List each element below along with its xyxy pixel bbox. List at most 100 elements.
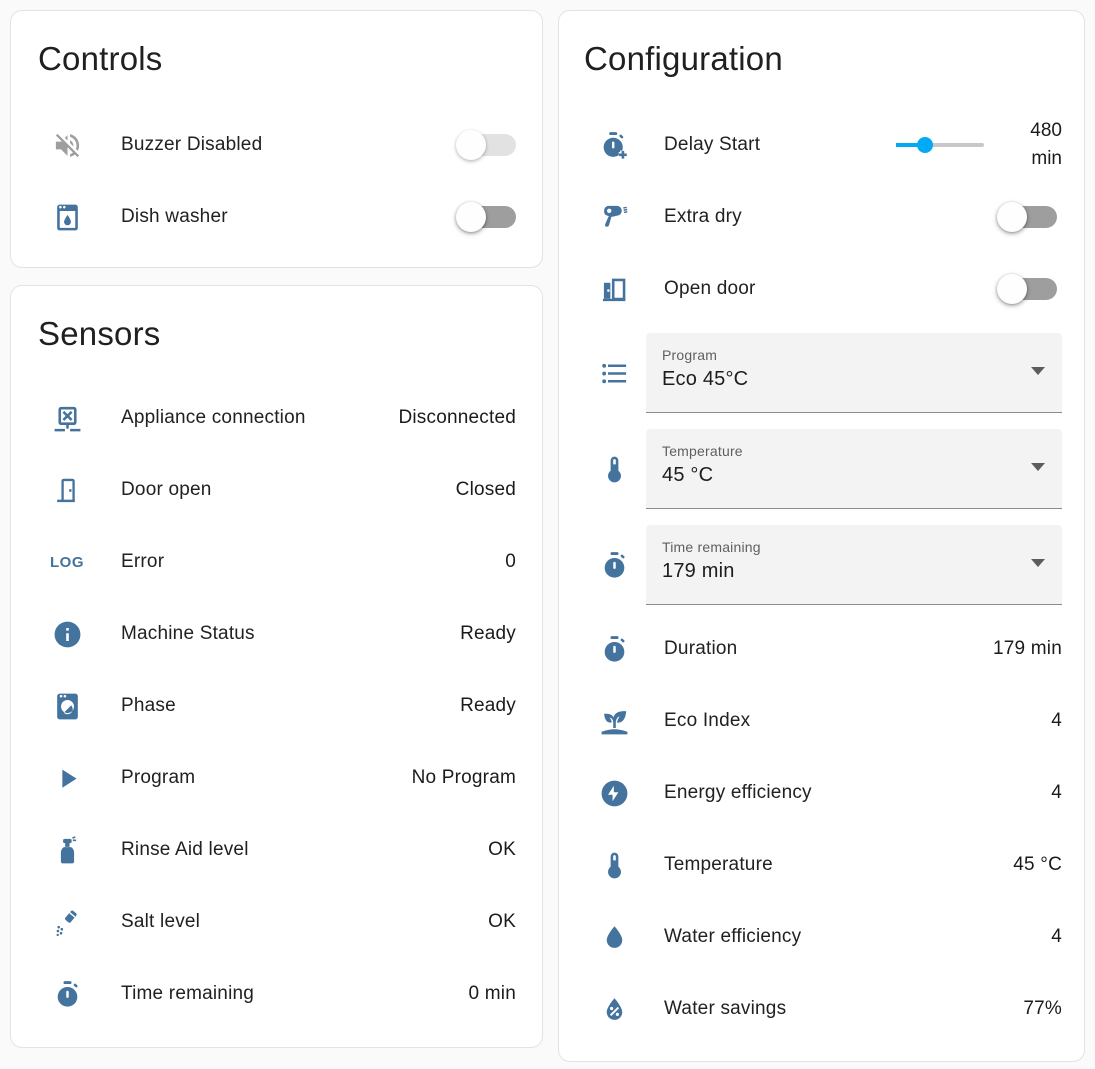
sensor-row-program[interactable]: Program No Program [11, 742, 542, 814]
toggle-thumb [997, 274, 1027, 304]
slider-thumb[interactable] [917, 137, 934, 153]
open-door-toggle[interactable] [997, 274, 1057, 304]
sensor-label: Appliance connection [121, 407, 306, 428]
information-icon [49, 616, 85, 652]
sensor-value: No Program [411, 767, 516, 788]
select-label: Time remaining [662, 539, 761, 555]
dishwasher-icon [49, 199, 85, 235]
chevron-down-icon [1031, 559, 1045, 567]
toggle-thumb [456, 130, 486, 160]
slider-active-track [896, 143, 926, 147]
timer-plus-icon [596, 127, 632, 163]
config-label: Water savings [664, 998, 787, 1019]
config-row-eco-index[interactable]: Eco Index 4 [559, 685, 1084, 757]
sensor-label: Program [121, 767, 196, 788]
toggle-thumb [997, 202, 1027, 232]
water-icon [596, 919, 632, 955]
sensor-value: OK [488, 839, 516, 860]
sensor-value: Ready [460, 623, 516, 644]
select-value: 45 °C [662, 464, 714, 486]
sensors-card-title: Sensors [38, 315, 161, 352]
config-row-duration[interactable]: Duration 179 min [559, 613, 1084, 685]
dishwasher-toggle[interactable] [456, 202, 516, 232]
sensor-label: Phase [121, 695, 176, 716]
sensor-value: OK [488, 911, 516, 932]
config-row-water-savings[interactable]: Water savings 77% [559, 973, 1084, 1045]
format-list-bulleted-icon [596, 355, 632, 391]
door-icon [49, 472, 85, 508]
chevron-down-icon [1031, 367, 1045, 375]
config-label: Extra dry [664, 206, 742, 227]
sensor-label: Salt level [121, 911, 201, 932]
controls-card: Controls Buzzer Disabled Dish washer [10, 10, 543, 268]
config-label: Delay Start [664, 134, 761, 155]
sensor-row-appliance-connection[interactable]: Appliance connection Disconnected [11, 382, 542, 454]
time-remaining-select[interactable]: Time remaining 179 min [646, 525, 1062, 605]
thermometer-icon [596, 847, 632, 883]
washing-machine-icon [49, 688, 85, 724]
math-log-icon: LOG [50, 553, 84, 571]
sensor-value: Ready [460, 695, 516, 716]
delay-start-slider[interactable] [896, 137, 984, 153]
control-label: Dish washer [121, 206, 228, 227]
select-value: Eco 45°C [662, 368, 749, 390]
configuration-card-title: Configuration [584, 40, 783, 77]
sensor-label: Time remaining [121, 983, 255, 1004]
sensor-value: Disconnected [398, 407, 516, 428]
config-select-row-time-remaining: Time remaining 179 min [559, 517, 1084, 613]
toggle-thumb [456, 202, 486, 232]
slider-track[interactable] [896, 143, 984, 147]
sensor-row-door-open[interactable]: Door open Closed [11, 454, 542, 526]
appliance-disconnected-icon [49, 400, 85, 436]
sensor-row-error[interactable]: LOG Error 0 [11, 526, 542, 598]
control-row-dishwasher: Dish washer [11, 181, 542, 253]
config-value: 179 min [993, 638, 1062, 659]
play-icon [49, 760, 85, 796]
chevron-down-icon [1031, 463, 1045, 471]
config-value: 4 [1051, 926, 1062, 947]
config-row-extra-dry: Extra dry [559, 181, 1084, 253]
sensor-label: Error [121, 551, 165, 572]
config-label: Water efficiency [664, 926, 802, 947]
timer-icon [596, 631, 632, 667]
config-value: 77% [1023, 998, 1062, 1019]
temperature-select[interactable]: Temperature 45 °C [646, 429, 1062, 509]
config-select-row-program: Program Eco 45°C [559, 325, 1084, 421]
sensor-value: Closed [455, 479, 516, 500]
config-row-temperature[interactable]: Temperature 45 °C [559, 829, 1084, 901]
config-label: Energy efficiency [664, 782, 812, 803]
select-label: Temperature [662, 443, 743, 459]
control-label: Buzzer Disabled [121, 134, 263, 155]
sensor-row-phase[interactable]: Phase Ready [11, 670, 542, 742]
sensor-label: Machine Status [121, 623, 255, 644]
spray-bottle-icon [49, 832, 85, 868]
sensor-value: 0 [505, 551, 516, 572]
config-value: 45 °C [1013, 854, 1062, 875]
delay-start-value: 480 min [1030, 120, 1062, 169]
hair-dryer-icon [596, 199, 632, 235]
sensor-row-time-remaining[interactable]: Time remaining 0 min [11, 958, 542, 1030]
extra-dry-toggle[interactable] [997, 202, 1057, 232]
sensor-row-salt-level[interactable]: Salt level OK [11, 886, 542, 958]
sensor-label: Rinse Aid level [121, 839, 249, 860]
volume-off-icon [49, 127, 85, 163]
controls-card-title: Controls [38, 40, 163, 77]
sensors-card: Sensors Appliance connection Disconnecte… [10, 285, 543, 1048]
sensor-row-rinse-aid[interactable]: Rinse Aid level OK [11, 814, 542, 886]
control-row-buzzer: Buzzer Disabled [11, 109, 542, 181]
buzzer-toggle[interactable] [456, 130, 516, 160]
thermometer-icon [596, 451, 632, 487]
program-select[interactable]: Program Eco 45°C [646, 333, 1062, 413]
config-row-open-door: Open door [559, 253, 1084, 325]
config-label: Duration [664, 638, 738, 659]
select-value: 179 min [662, 560, 735, 582]
config-label: Open door [664, 278, 756, 299]
sensor-label: Door open [121, 479, 212, 500]
config-value: 4 [1051, 782, 1062, 803]
config-row-water-efficiency[interactable]: Water efficiency 4 [559, 901, 1084, 973]
config-row-energy-efficiency[interactable]: Energy efficiency 4 [559, 757, 1084, 829]
sprout-icon [596, 703, 632, 739]
water-percent-icon [596, 991, 632, 1027]
sensor-row-machine-status[interactable]: Machine Status Ready [11, 598, 542, 670]
